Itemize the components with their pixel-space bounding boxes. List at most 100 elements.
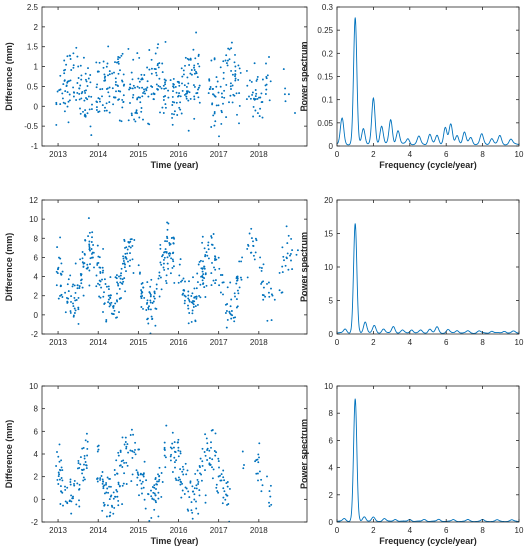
data-point	[210, 59, 213, 62]
data-point	[220, 92, 223, 95]
data-point	[172, 446, 175, 449]
data-point	[164, 106, 167, 109]
data-point	[161, 481, 164, 483]
data-point	[73, 296, 76, 299]
data-point	[227, 47, 230, 50]
data-point	[95, 274, 98, 277]
data-point	[107, 298, 110, 301]
data-point	[140, 107, 143, 109]
data-point	[268, 505, 271, 508]
data-point	[141, 473, 144, 476]
data-point	[89, 249, 91, 252]
x-axis-label: Time (year)	[151, 160, 199, 170]
data-point	[147, 322, 150, 325]
data-point	[223, 96, 226, 99]
data-point	[139, 473, 142, 476]
spectrum-line	[337, 223, 519, 334]
data-point	[112, 305, 114, 308]
data-point	[198, 489, 201, 492]
data-point	[72, 66, 75, 69]
data-point	[229, 305, 232, 308]
y-axis-label: Power spectrum	[299, 41, 309, 111]
data-point	[118, 484, 121, 487]
data-point	[216, 80, 219, 83]
data-point	[159, 276, 162, 279]
data-point	[193, 296, 196, 299]
data-point	[260, 478, 263, 481]
data-point	[109, 485, 112, 488]
data-point	[220, 473, 223, 476]
data-point	[187, 99, 190, 102]
data-point	[136, 52, 139, 55]
data-point	[106, 62, 109, 65]
data-point	[72, 497, 74, 500]
data-point	[107, 285, 110, 288]
data-point	[108, 498, 111, 501]
data-point	[181, 89, 184, 92]
data-point	[117, 284, 120, 287]
data-point	[284, 264, 287, 267]
data-point	[256, 112, 259, 115]
data-point	[285, 256, 288, 259]
data-point	[158, 62, 161, 65]
data-point	[125, 461, 128, 464]
data-point	[111, 87, 114, 90]
data-point	[84, 78, 87, 81]
data-point	[159, 243, 162, 246]
data-point	[205, 437, 208, 440]
data-point	[225, 54, 228, 57]
data-point	[167, 252, 170, 255]
data-point	[63, 72, 66, 75]
data-point	[182, 468, 185, 471]
data-point	[204, 433, 207, 436]
data-point	[179, 95, 182, 98]
data-point	[119, 277, 122, 280]
data-point	[83, 478, 86, 481]
data-point	[237, 64, 240, 67]
data-point	[219, 85, 222, 88]
data-point	[80, 278, 83, 281]
data-point	[250, 80, 253, 83]
data-point	[112, 313, 114, 316]
data-point	[197, 483, 200, 485]
data-point	[126, 443, 129, 446]
data-point	[83, 99, 86, 102]
data-point	[97, 282, 99, 285]
data-point	[236, 276, 239, 279]
data-point	[195, 507, 198, 510]
data-point	[102, 247, 105, 250]
x-tick-label: 2016	[170, 526, 188, 535]
data-point	[119, 69, 121, 72]
data-point	[121, 282, 124, 285]
data-point	[272, 522, 274, 524]
data-point	[228, 48, 231, 51]
data-point	[193, 72, 196, 75]
data-point	[225, 116, 228, 119]
data-point	[240, 278, 243, 281]
data-point	[251, 91, 254, 94]
data-point	[210, 429, 213, 432]
data-point	[75, 299, 78, 301]
data-point	[199, 283, 202, 286]
data-point	[59, 103, 62, 106]
data-point	[147, 306, 150, 309]
data-point	[115, 489, 118, 491]
data-point	[243, 464, 245, 466]
data-point	[246, 247, 249, 250]
data-point	[180, 112, 183, 115]
data-point	[162, 262, 165, 265]
x-tick-label: 2017	[210, 526, 228, 535]
data-point	[222, 77, 225, 80]
data-point	[158, 271, 161, 274]
data-point	[166, 228, 169, 231]
data-point	[177, 479, 180, 482]
data-point	[179, 450, 182, 453]
data-point	[262, 294, 265, 297]
data-point	[156, 64, 159, 67]
data-point	[235, 298, 238, 301]
data-point	[185, 487, 188, 490]
data-point	[222, 487, 225, 490]
data-point	[107, 45, 110, 48]
x-tick-label: 2017	[210, 150, 228, 159]
data-point	[65, 296, 68, 299]
